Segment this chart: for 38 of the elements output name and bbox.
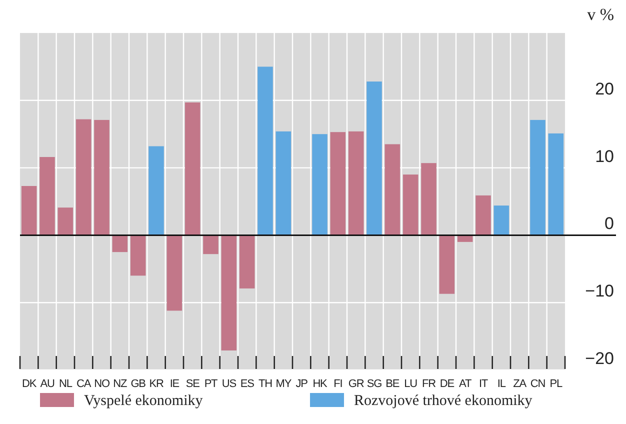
- x-tick-label: DE: [440, 378, 454, 390]
- legend-label: Rozvojové trhové ekonomiky: [354, 393, 533, 409]
- y-tick-label: −10: [585, 282, 614, 301]
- x-tick-label: CN: [530, 378, 546, 390]
- y-tick-label: −20: [585, 349, 614, 368]
- x-tick-label: SG: [366, 378, 382, 390]
- x-tick-label: TH: [258, 378, 273, 390]
- legend-label: Vyspelé ekonomiky: [84, 393, 204, 409]
- x-tick-label: NL: [58, 378, 72, 390]
- x-tick-label: HK: [312, 378, 328, 390]
- x-tick-label: MY: [276, 378, 292, 390]
- x-tick-label: CA: [76, 378, 92, 390]
- x-tick-label: SE: [186, 378, 200, 390]
- x-tick-label: KR: [149, 378, 164, 390]
- x-tick-label: IE: [170, 378, 180, 390]
- x-tick-label: PT: [204, 378, 218, 390]
- x-tick-label: NO: [94, 378, 110, 390]
- x-tick-label: FR: [422, 378, 436, 390]
- y-tick-label: 20: [595, 79, 614, 98]
- x-tick-label: JP: [296, 378, 308, 390]
- x-tick-label: BE: [386, 378, 400, 390]
- x-tick-label: AU: [40, 378, 55, 390]
- x-tick-label: GB: [130, 378, 146, 390]
- y-tick-label: 10: [595, 146, 614, 166]
- x-tick-label: AT: [459, 378, 472, 390]
- x-tick-label: US: [222, 378, 236, 390]
- x-tick-label: NZ: [113, 378, 128, 390]
- x-tick-label: IT: [478, 378, 488, 390]
- x-tick-label: ZA: [513, 378, 528, 390]
- y-axis-title: v %: [587, 5, 614, 24]
- x-tick-label: FI: [334, 378, 343, 390]
- x-tick-label: GR: [348, 378, 364, 390]
- y-tick-label: 0: [604, 214, 614, 234]
- x-tick-label: PL: [550, 378, 563, 390]
- x-tick-label: DK: [22, 378, 38, 390]
- x-tick-label: ES: [240, 378, 254, 390]
- x-tick-label: LU: [404, 378, 418, 390]
- x-tick-label: IL: [497, 378, 506, 390]
